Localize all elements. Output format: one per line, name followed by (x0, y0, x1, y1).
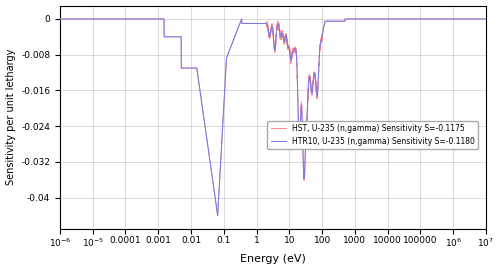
HTR10, U-235 (n,gamma) Sensitivity S=-0.1180 (167, 35, 173, 38)
HST, U-235 (n,gamma) Sensitivity S=-0.1175 (275, 22, 281, 25)
HST, U-235 (n,gamma) Sensitivity S=-0.1175 (214, 214, 220, 217)
HTR10, U-235 (n,gamma) Sensitivity S=-0.1180 (214, 214, 220, 217)
X-axis label: Energy (eV): Energy (eV) (240, 254, 306, 264)
Y-axis label: Sensitivity per unit lethargy: Sensitivity per unit lethargy (6, 49, 16, 185)
HTR10, U-235 (n,gamma) Sensitivity S=-0.1180 (80, 17, 86, 21)
Line: HST, U-235 (n,gamma) Sensitivity S=-0.1175: HST, U-235 (n,gamma) Sensitivity S=-0.11… (60, 19, 486, 215)
HTR10, U-235 (n,gamma) Sensitivity S=-0.1180 (275, 23, 281, 26)
HTR10, U-235 (n,gamma) Sensitivity S=-0.1180 (57, 17, 63, 21)
HST, U-235 (n,gamma) Sensitivity S=-0.1175 (167, 35, 173, 38)
HTR10, U-235 (n,gamma) Sensitivity S=-0.1180 (120, 17, 126, 21)
HST, U-235 (n,gamma) Sensitivity S=-0.1175 (316, 62, 322, 65)
HTR10, U-235 (n,gamma) Sensitivity S=-0.1180 (316, 61, 322, 64)
HTR10, U-235 (n,gamma) Sensitivity S=-0.1180 (483, 17, 489, 21)
Legend: HST, U-235 (n,gamma) Sensitivity S=-0.1175, HTR10, U-235 (n,gamma) Sensitivity S: HST, U-235 (n,gamma) Sensitivity S=-0.11… (268, 121, 478, 149)
Line: HTR10, U-235 (n,gamma) Sensitivity S=-0.1180: HTR10, U-235 (n,gamma) Sensitivity S=-0.… (60, 19, 486, 215)
HST, U-235 (n,gamma) Sensitivity S=-0.1175 (57, 17, 63, 21)
HST, U-235 (n,gamma) Sensitivity S=-0.1175 (80, 17, 86, 21)
HST, U-235 (n,gamma) Sensitivity S=-0.1175 (120, 17, 126, 21)
HST, U-235 (n,gamma) Sensitivity S=-0.1175 (483, 17, 489, 21)
HST, U-235 (n,gamma) Sensitivity S=-0.1175 (281, 39, 287, 43)
HTR10, U-235 (n,gamma) Sensitivity S=-0.1180 (281, 40, 287, 43)
